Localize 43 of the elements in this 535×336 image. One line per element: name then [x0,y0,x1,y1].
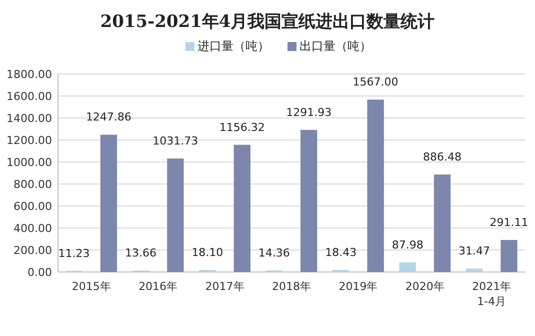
data-label: 87.98 [392,238,424,252]
data-label: 1567.00 [352,76,398,89]
data-label: 1156.32 [219,120,265,134]
chart-title: 2015-2021年4月我国宣纸进出口数量统计 [100,12,435,32]
x-tick-label: 2020年 [405,280,444,293]
data-label: 11.23 [58,246,90,260]
y-tick-label: 400.00 [14,222,52,235]
y-tick-label: 1000.00 [6,156,52,169]
y-tick-label: 1400.00 [6,112,52,125]
y-tick-label: 0.00 [28,266,52,279]
bar [466,268,483,272]
data-label: 886.48 [423,150,462,164]
legend-label: 出口量（吨） [300,39,372,53]
y-tick-label: 1800.00 [6,68,52,81]
y-tick-label: 1600.00 [6,90,52,103]
data-label: 1247.86 [86,110,132,124]
x-tick-label: 2016年 [138,280,178,293]
data-label: 14.36 [258,246,290,260]
data-label: 1031.73 [152,134,198,148]
data-label: 18.43 [325,246,357,259]
y-tick-label: 200.00 [14,244,52,257]
bar [434,174,451,272]
bar [100,134,118,272]
bar [167,158,184,272]
x-tick-label: 2015年 [72,280,111,293]
bar [500,240,518,272]
bar [234,144,250,272]
data-label: 291.11 [490,216,528,229]
x-tick-label: 2019年 [338,280,378,293]
x-tick-label: 2018年 [272,280,311,293]
y-tick-label: 800.00 [14,178,52,191]
bar [399,262,416,272]
y-tick-label: 1200.00 [6,134,52,147]
bar [300,130,318,272]
data-label: 1291.93 [286,106,332,119]
x-tick-label: 2017年 [205,280,244,293]
y-tick-label: 600.00 [14,200,52,213]
bar [367,100,384,272]
legend-label: 进口量（吨） [198,39,270,53]
x-tick-label: 2021年 1-4月 [472,280,512,308]
data-label: 31.47 [458,244,490,258]
data-label: 18.10 [192,246,224,260]
data-label: 13.66 [124,246,156,260]
